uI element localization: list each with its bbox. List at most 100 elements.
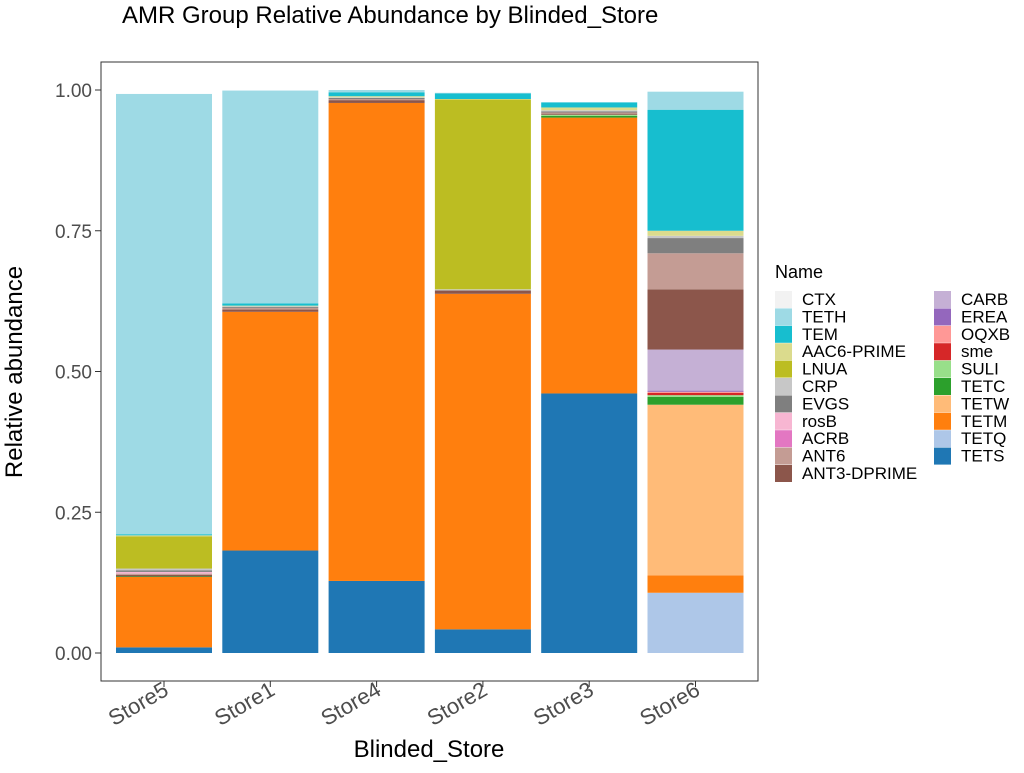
bar-segment-ANT3-DPRIME-Store1	[222, 309, 319, 312]
bar-segment-TEM-Store1	[222, 303, 319, 306]
legend-label-OQXB: OQXB	[961, 325, 1010, 344]
legend-swatch-sme	[934, 343, 951, 361]
legend-swatch-CTX	[775, 291, 792, 308]
legend-swatch-ACRB	[775, 430, 792, 448]
legend-swatch-TETC	[934, 378, 951, 395]
legend-label-CRP: CRP	[802, 377, 838, 396]
bars-layer	[116, 90, 744, 653]
legend-swatch-ANT3-DPRIME	[775, 465, 792, 482]
bar-segment-CRP-Store5	[116, 568, 212, 571]
chart-title: AMR Group Relative Abundance by Blinded_…	[122, 2, 658, 29]
legend-swatch-TETW	[934, 395, 951, 413]
x-tick-label: Store3	[529, 677, 598, 731]
bar-segment-TETS-Store5	[116, 647, 212, 653]
y-tick-label: 0.00	[55, 644, 92, 665]
bar-segment-TETH-Store1	[222, 90, 319, 304]
bar-segment-TETM-Store5	[116, 576, 212, 648]
x-axis-title: Blinded_Store	[354, 736, 505, 763]
legend-swatch-LNUA	[775, 360, 792, 378]
legend-label-TETC: TETC	[961, 377, 1005, 396]
bar-segment-AAC6-PRIME-Store4	[328, 96, 425, 98]
bar-segment-TETW-Store6	[647, 404, 744, 576]
legend-swatch-CARB	[934, 291, 951, 308]
bar-segment-LNUA-Store2	[434, 99, 531, 290]
bar-segment-ANT6-Store2	[434, 290, 531, 291]
bar-segment-ANT3-DPRIME-Store5	[116, 574, 212, 577]
bar-segment-AAC6-PRIME-Store5	[116, 535, 212, 537]
x-tick-label: Store2	[423, 677, 492, 731]
bar-segment-EVGS-Store3	[541, 111, 638, 113]
bar-segment-ANT6-Store3	[541, 112, 638, 114]
bar-segment-rosB-Store5	[116, 571, 212, 574]
bar-segment-ANT6-Store4	[328, 99, 425, 101]
legend-label-TETH: TETH	[802, 307, 846, 326]
bar-segment-TEM-Store5	[116, 534, 212, 536]
legend-label-TETW: TETW	[961, 394, 1009, 413]
bar-segment-CRP-Store3	[541, 110, 638, 112]
bar-segment-TETM-Store6	[647, 575, 744, 593]
legend-label-sme: sme	[961, 342, 993, 361]
x-tick-label: Store5	[104, 677, 173, 731]
bar-segment-TETC-Store3	[541, 115, 638, 118]
bar-segment-TETH-Store2	[434, 92, 531, 94]
legend-label-AAC6-PRIME: AAC6-PRIME	[802, 342, 906, 361]
bar-segment-TETS-Store2	[434, 629, 531, 653]
legend: Name CTXTETHTEMAAC6-PRIMELNUACRPEVGSrosB…	[775, 262, 1010, 483]
y-tick-label: 0.25	[55, 503, 92, 524]
bar-segment-TETM-Store3	[541, 117, 638, 394]
bar-segment-TEM-Store6	[647, 109, 744, 231]
legend-label-TETM: TETM	[961, 412, 1007, 431]
x-axis: Store5 Store1 Store4 Store2 Store3 Store6	[104, 677, 704, 731]
bar-segment-TEM-Store3	[541, 102, 638, 108]
bar-segment-EREA-Store6	[647, 390, 744, 392]
bar-segment-AAC6-PRIME-Store2	[434, 99, 531, 100]
legend-label-TETS: TETS	[961, 447, 1004, 466]
y-tick-label: 0.50	[55, 363, 92, 384]
legend-label-EREA: EREA	[961, 307, 1008, 326]
y-tick-label: 1.00	[55, 81, 92, 102]
bar-segment-TETS-Store1	[222, 550, 319, 653]
bar-segment-TETQ-Store6	[647, 592, 744, 653]
x-tick-label: Store6	[635, 677, 704, 731]
legend-label-CTX: CTX	[802, 290, 836, 309]
bar-segment-TETC-Store6	[647, 396, 744, 405]
legend-label-ANT3-DPRIME: ANT3-DPRIME	[802, 464, 917, 483]
bar-segment-TEM-Store2	[434, 93, 531, 100]
legend-swatch-ANT6	[775, 447, 792, 465]
bar-segment-sme-Store6	[647, 392, 744, 396]
x-tick-label: Store4	[316, 677, 385, 731]
bar-segment-TETC-Store5	[116, 576, 212, 577]
bar-segment-TETH-Store5	[116, 93, 212, 535]
bar-segment-LNUA-Store5	[116, 536, 212, 569]
legend-swatch-OQXB	[934, 325, 951, 343]
bar-segment-ANT3-DPRIME-Store2	[434, 290, 531, 294]
y-tick-label: 0.75	[55, 222, 92, 243]
legend-label-TETQ: TETQ	[961, 429, 1006, 448]
y-axis-title: Relative abundance	[1, 266, 28, 478]
legend-swatch-TETS	[934, 447, 951, 465]
bar-segment-TETM-Store2	[434, 293, 531, 630]
bar-segment-SULI-Store6	[647, 395, 744, 397]
bar-segment-TETM-Store4	[328, 102, 425, 581]
bar-segment-SULI-Store3	[541, 114, 638, 116]
bar-segment-EVGS-Store1	[222, 306, 319, 308]
y-axis: 0.00 0.25 0.50 0.75 1.00	[55, 81, 101, 665]
bar-segment-EVGS-Store5	[116, 570, 212, 572]
legend-label-ANT6: ANT6	[802, 447, 845, 466]
bar-segment-ANT3-DPRIME-Store6	[647, 289, 744, 350]
legend-swatch-TEM	[775, 325, 792, 343]
legend-label-CARB: CARB	[961, 290, 1008, 309]
legend-swatch-TETH	[775, 308, 792, 326]
bar-segment-CRP-Store2	[434, 289, 531, 290]
legend-label-TEM: TEM	[802, 325, 838, 344]
bar-segment-EVGS-Store4	[328, 97, 425, 100]
bar-segment-CRP-Store1	[222, 306, 319, 307]
legend-swatch-CRP	[775, 378, 792, 395]
bar-segment-TETS-Store3	[541, 393, 638, 653]
bar-segment-TETH-Store6	[647, 91, 744, 110]
bar-segment-EVGS-Store2	[434, 289, 531, 291]
bar-segment-EVGS-Store6	[647, 238, 744, 254]
bar-segment-CRP-Store6	[647, 235, 744, 239]
legend-swatch-TETM	[934, 412, 951, 430]
